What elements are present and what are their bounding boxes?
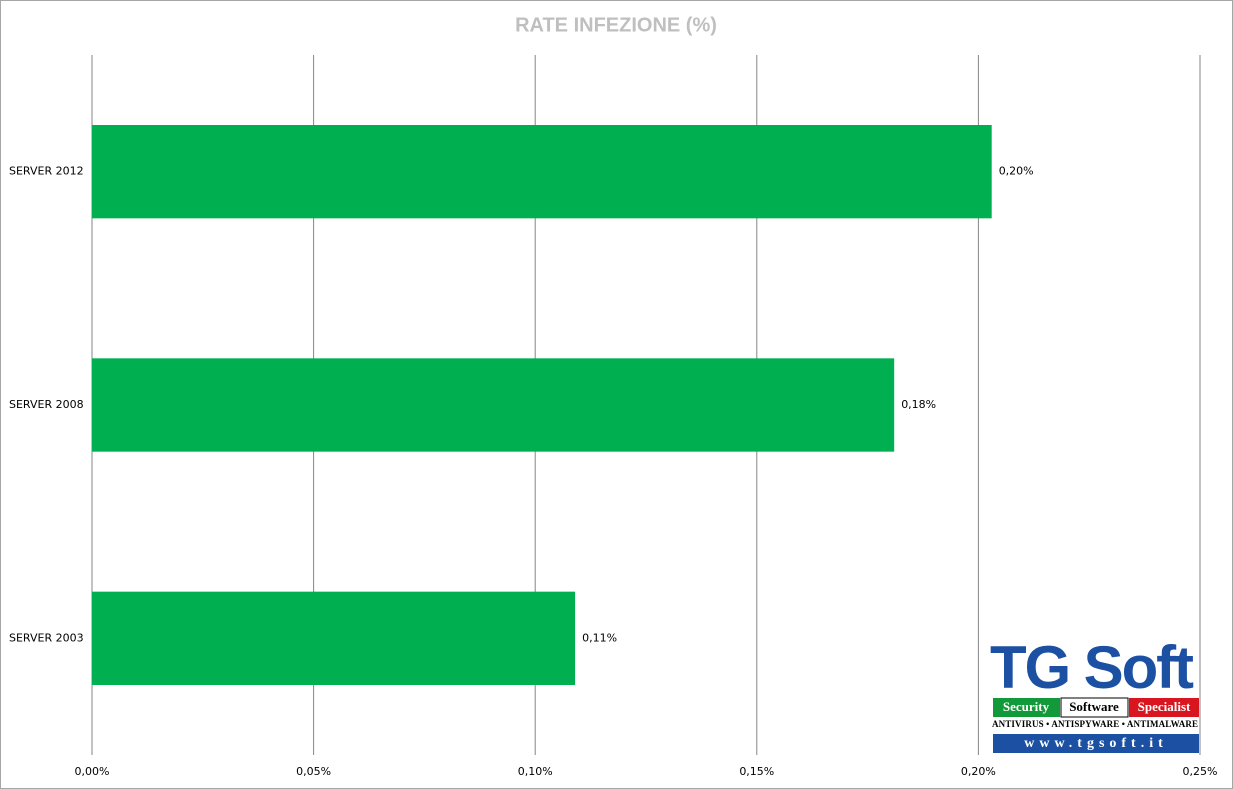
x-tick-label: 0,20%	[961, 765, 996, 778]
chart-title: RATE INFEZIONE (%)	[515, 14, 717, 36]
logo-tag: Software	[1069, 699, 1119, 714]
x-tick-label: 0,10%	[518, 765, 553, 778]
y-tick-label: SERVER 2012	[9, 165, 84, 178]
bar	[92, 358, 895, 452]
bar	[92, 591, 576, 685]
x-tick-label: 0,05%	[296, 765, 331, 778]
data-label: 0,20%	[999, 165, 1034, 178]
plot-area: 0,00% 0,05% 0,10% 0,15% 0,20% 0,25% SERVER 201…	[9, 55, 1217, 778]
logo-name: TG Soft	[990, 634, 1194, 701]
x-tick-label: 0,15%	[739, 765, 774, 778]
logo-tag-bg	[1060, 697, 1129, 718]
logo-tag-bg	[1129, 698, 1199, 717]
logo-tag: Security	[1003, 699, 1050, 714]
y-tick-label: SERVER 2003	[9, 631, 84, 644]
y-tick-label: SERVER 2008	[9, 398, 84, 411]
logo-products: ANTIVIRUS • ANTISPYWARE • ANTIMALWARE	[992, 719, 1198, 729]
logo-url-bg	[993, 734, 1199, 753]
bar	[92, 125, 992, 219]
data-label: 0,11%	[582, 631, 617, 644]
x-tick-label: 0,25%	[1183, 765, 1218, 778]
logo-tag-bg	[993, 698, 1060, 717]
data-label: 0,18%	[901, 398, 936, 411]
logo-tag: Specialist	[1138, 699, 1191, 714]
x-tick-label: 0,00%	[75, 765, 110, 778]
logo: TG Soft Security Software Specialist ANT…	[990, 634, 1199, 753]
logo-url: www.tgsoft.it	[1024, 736, 1168, 751]
